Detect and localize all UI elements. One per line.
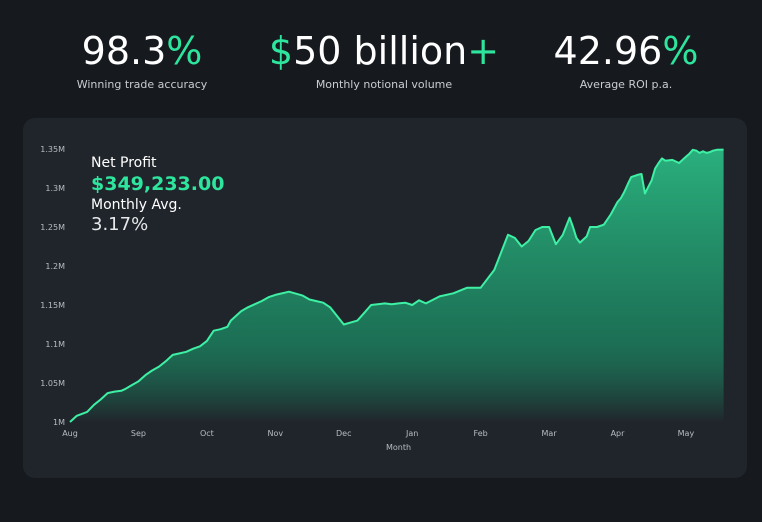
- stat-volume-number: 50 billion: [293, 29, 468, 73]
- y-tick-label: 1.05M: [40, 379, 65, 388]
- x-tick-label: May: [678, 429, 695, 438]
- profit-chart: 1M 1.05M 1.1M 1.15M 1.2M 1.25M 1.3M 1.35M Aug Se…: [40, 145, 724, 452]
- y-tick-label: 1.2M: [45, 262, 65, 271]
- monthly-avg-value: 3.17%: [91, 214, 149, 235]
- stat-roi-label: Average ROI p.a.: [579, 78, 673, 91]
- y-tick-label: 1.1M: [45, 340, 65, 349]
- stat-roi-value: 42.96%: [506, 26, 746, 76]
- y-tick-label: 1.35M: [40, 145, 65, 154]
- stat-accuracy-value: 98.3%: [22, 26, 262, 76]
- chart-card: 1M 1.05M 1.1M 1.15M 1.2M 1.25M 1.3M 1.35M Aug Se…: [23, 118, 747, 478]
- x-tick-label: Mar: [542, 429, 558, 438]
- stat-volume-value: $50 billion+: [264, 26, 504, 76]
- profit-area: [70, 149, 724, 422]
- stat-accuracy: 98.3% Winning trade accuracy: [22, 26, 262, 91]
- y-tick-label: 1.25M: [40, 223, 65, 232]
- stat-roi: 42.96% Average ROI p.a.: [506, 26, 746, 91]
- y-tick-label: 1M: [53, 418, 65, 427]
- x-tick-label: Oct: [200, 429, 214, 438]
- stats-row: 98.3% Winning trade accuracy $50 billion…: [0, 26, 762, 96]
- stat-roi-number: 42.96: [553, 29, 663, 73]
- profit-line: [69, 148, 724, 423]
- y-tick-label: 1.3M: [45, 184, 65, 193]
- stat-volume-suffix: +: [467, 29, 500, 73]
- stat-volume-label: Monthly notional volume: [315, 78, 453, 91]
- stat-accuracy-label: Winning trade accuracy: [76, 78, 208, 91]
- x-axis-title: Month: [386, 443, 411, 452]
- x-tick-label: Sep: [131, 429, 146, 438]
- stat-accuracy-suffix: %: [166, 29, 203, 73]
- stat-accuracy-number: 98.3: [81, 29, 167, 73]
- x-tick-label: Dec: [336, 429, 351, 438]
- x-tick-label: Jan: [405, 429, 418, 438]
- x-axis: Aug Sep Oct Nov Dec Jan Feb Mar Apr May: [62, 429, 694, 438]
- x-tick-label: Feb: [474, 429, 488, 438]
- x-tick-label: Nov: [268, 429, 284, 438]
- stat-volume-prefix: $: [268, 29, 294, 73]
- y-axis: 1M 1.05M 1.1M 1.15M 1.2M 1.25M 1.3M 1.35M: [40, 145, 65, 427]
- monthly-avg-label: Monthly Avg.: [91, 197, 182, 213]
- net-profit-label: Net Profit: [91, 155, 157, 171]
- x-tick-label: Aug: [62, 429, 78, 438]
- y-tick-label: 1.15M: [40, 301, 65, 310]
- x-tick-label: Apr: [611, 429, 626, 438]
- stat-volume: $50 billion+ Monthly notional volume: [264, 26, 504, 91]
- stat-roi-suffix: %: [662, 29, 699, 73]
- net-profit-value: $349,233.00: [91, 173, 225, 195]
- stats-overlay: Net Profit $349,233.00 Monthly Avg. 3.17…: [91, 154, 224, 236]
